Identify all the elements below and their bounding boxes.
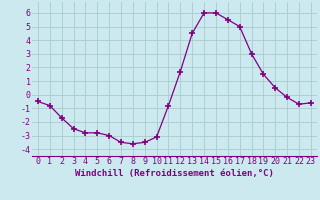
- X-axis label: Windchill (Refroidissement éolien,°C): Windchill (Refroidissement éolien,°C): [75, 169, 274, 178]
